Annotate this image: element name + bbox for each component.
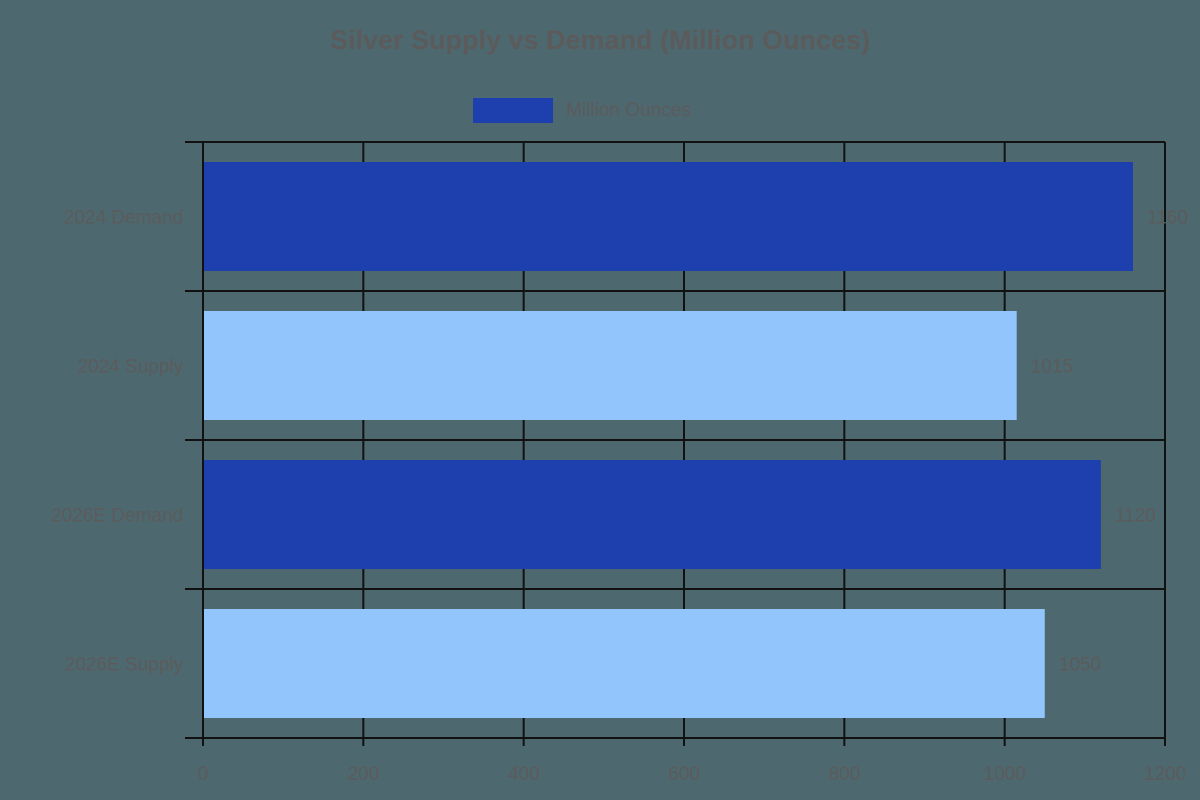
x-tick-label: 1000 bbox=[984, 764, 1026, 785]
legend-label: Million Ounces bbox=[566, 99, 691, 121]
y-category-label: 2024 Supply bbox=[77, 357, 183, 378]
chart-title: Silver Supply vs Demand (Million Ounces) bbox=[329, 25, 871, 55]
x-tick-label: 400 bbox=[508, 764, 540, 785]
bars bbox=[203, 162, 1133, 718]
axes bbox=[185, 142, 1165, 746]
x-tick-label: 200 bbox=[347, 764, 379, 785]
bar-2026e-demand bbox=[203, 460, 1101, 569]
labels: 0 200 400 600 800 1000 1200 2024 Demand 1160 2024… bbox=[51, 208, 1188, 786]
bar-value-label: 1050 bbox=[1059, 655, 1101, 676]
x-tick-label: 1200 bbox=[1144, 764, 1186, 785]
legend-swatch bbox=[473, 98, 553, 123]
x-tick-label: 600 bbox=[668, 764, 700, 785]
bar-value-label: 1120 bbox=[1115, 506, 1156, 527]
x-tick-label: 800 bbox=[828, 764, 860, 785]
y-category-label: 2026E Supply bbox=[65, 655, 184, 676]
bar-2026e-supply bbox=[203, 609, 1045, 718]
bar-2024-supply bbox=[203, 311, 1017, 420]
bar-value-label: 1160 bbox=[1147, 208, 1188, 229]
bar-2024-demand bbox=[203, 162, 1133, 271]
y-category-label: 2024 Demand bbox=[64, 208, 183, 229]
y-category-label: 2026E Demand bbox=[51, 506, 183, 527]
x-tick-label: 0 bbox=[198, 764, 209, 785]
legend: Million Ounces bbox=[473, 98, 691, 123]
bar-value-label: 1015 bbox=[1031, 357, 1073, 378]
